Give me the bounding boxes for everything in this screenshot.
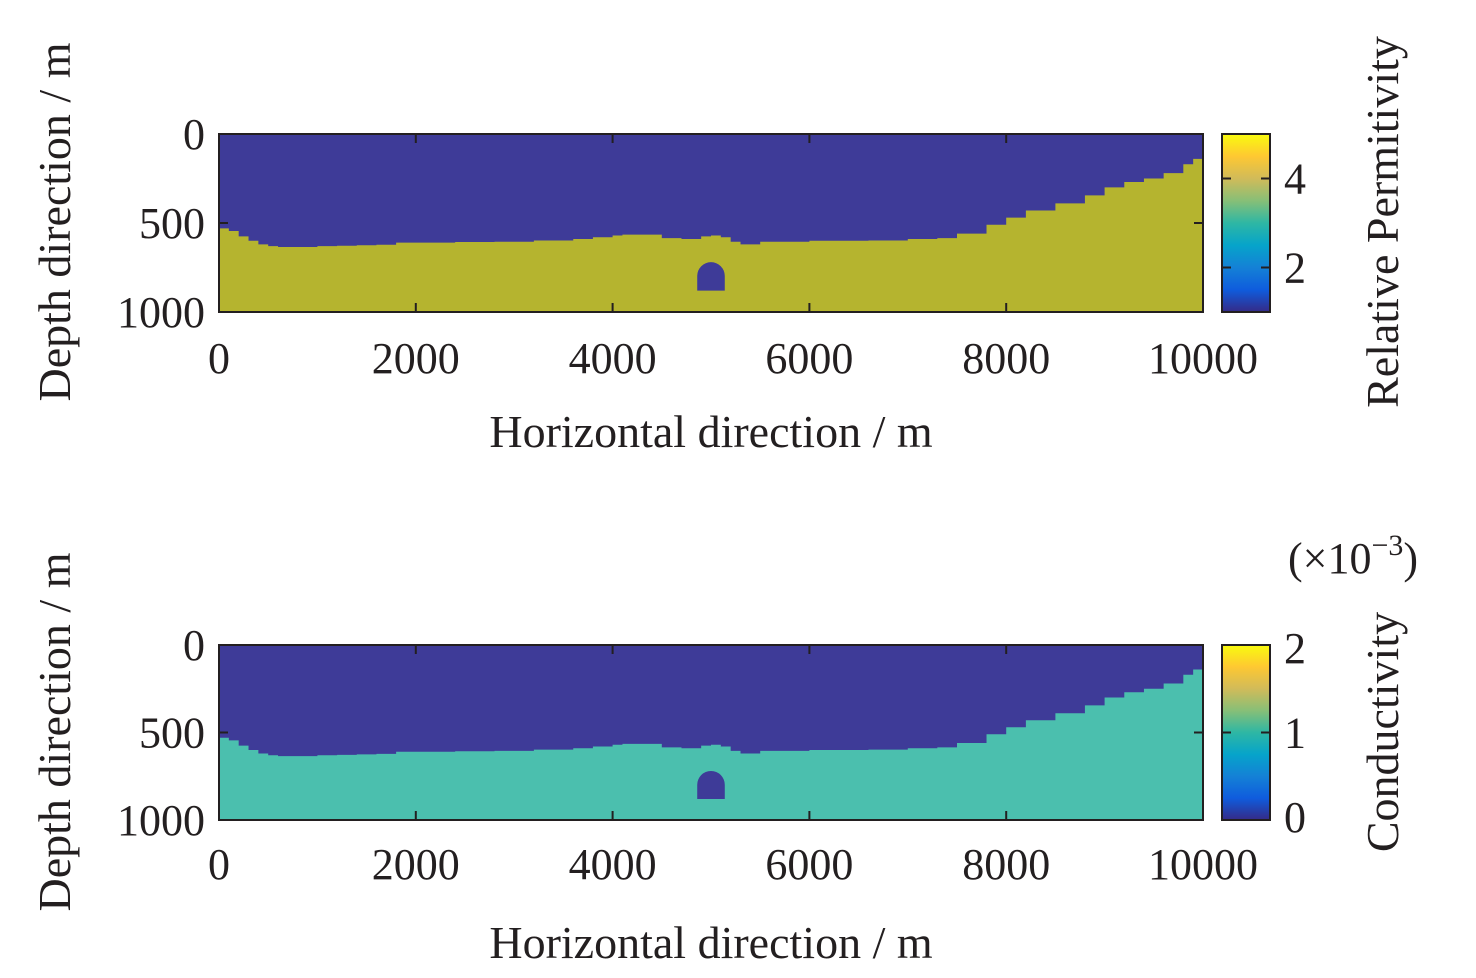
colorbar-tick-label: 2 xyxy=(1284,624,1306,673)
multiplier-exponent: −3 xyxy=(1371,529,1403,562)
x-tick-label: 10000 xyxy=(1148,334,1258,383)
x-tick-label: 2000 xyxy=(372,840,460,889)
x-tick-label: 2000 xyxy=(372,334,460,383)
x-tick-label: 4000 xyxy=(569,840,657,889)
ground-region xyxy=(219,157,1203,312)
x-tick-label: 6000 xyxy=(765,334,853,383)
y-tick-label: 0 xyxy=(183,621,205,670)
colorbar xyxy=(1221,133,1271,313)
colorbar-tick-label: 0 xyxy=(1284,793,1306,842)
x-axis-label: Horizontal direction / m xyxy=(489,917,932,968)
x-tick-label: 6000 xyxy=(765,840,853,889)
colorbar-label: Relative Permitivity xyxy=(1357,36,1408,408)
colorbar-tick-label: 4 xyxy=(1284,155,1306,204)
y-axis-label: Depth direction / m xyxy=(29,42,80,401)
colorbar-tick-label: 1 xyxy=(1284,709,1306,758)
y-tick-label: 1000 xyxy=(117,288,205,337)
x-tick-label: 10000 xyxy=(1148,840,1258,889)
chart-panel-2: 0 2000 4000 6000 8000 10000 0 500 1000 Horizontal… xyxy=(29,529,1418,968)
y-axis-label: Depth direction / m xyxy=(29,552,80,911)
x-tick-label: 4000 xyxy=(569,334,657,383)
tunnel-void xyxy=(697,770,725,799)
x-tick-label: 0 xyxy=(208,840,230,889)
ground-region xyxy=(219,667,1203,820)
x-tick-label: 8000 xyxy=(962,840,1050,889)
y-tick-label: 0 xyxy=(183,110,205,159)
multiplier-close: ) xyxy=(1403,534,1418,583)
colorbar-label: Conductivity xyxy=(1357,612,1408,852)
y-tick-label: 500 xyxy=(139,199,205,248)
multiplier-base: (×10 xyxy=(1288,534,1371,583)
x-tick-label: 0 xyxy=(208,334,230,383)
y-tick-label: 500 xyxy=(139,709,205,758)
chart-panel-1: 0 2000 4000 6000 8000 10000 0 500 1000 Horizontal… xyxy=(29,36,1408,457)
x-tick-label: 8000 xyxy=(962,334,1050,383)
colorbar-tick-label: 2 xyxy=(1284,244,1306,293)
x-axis-label: Horizontal direction / m xyxy=(489,406,932,457)
y-tick-label: 1000 xyxy=(117,796,205,845)
colorbar-multiplier: (×10−3) xyxy=(1288,529,1418,583)
tunnel-void xyxy=(697,262,725,291)
